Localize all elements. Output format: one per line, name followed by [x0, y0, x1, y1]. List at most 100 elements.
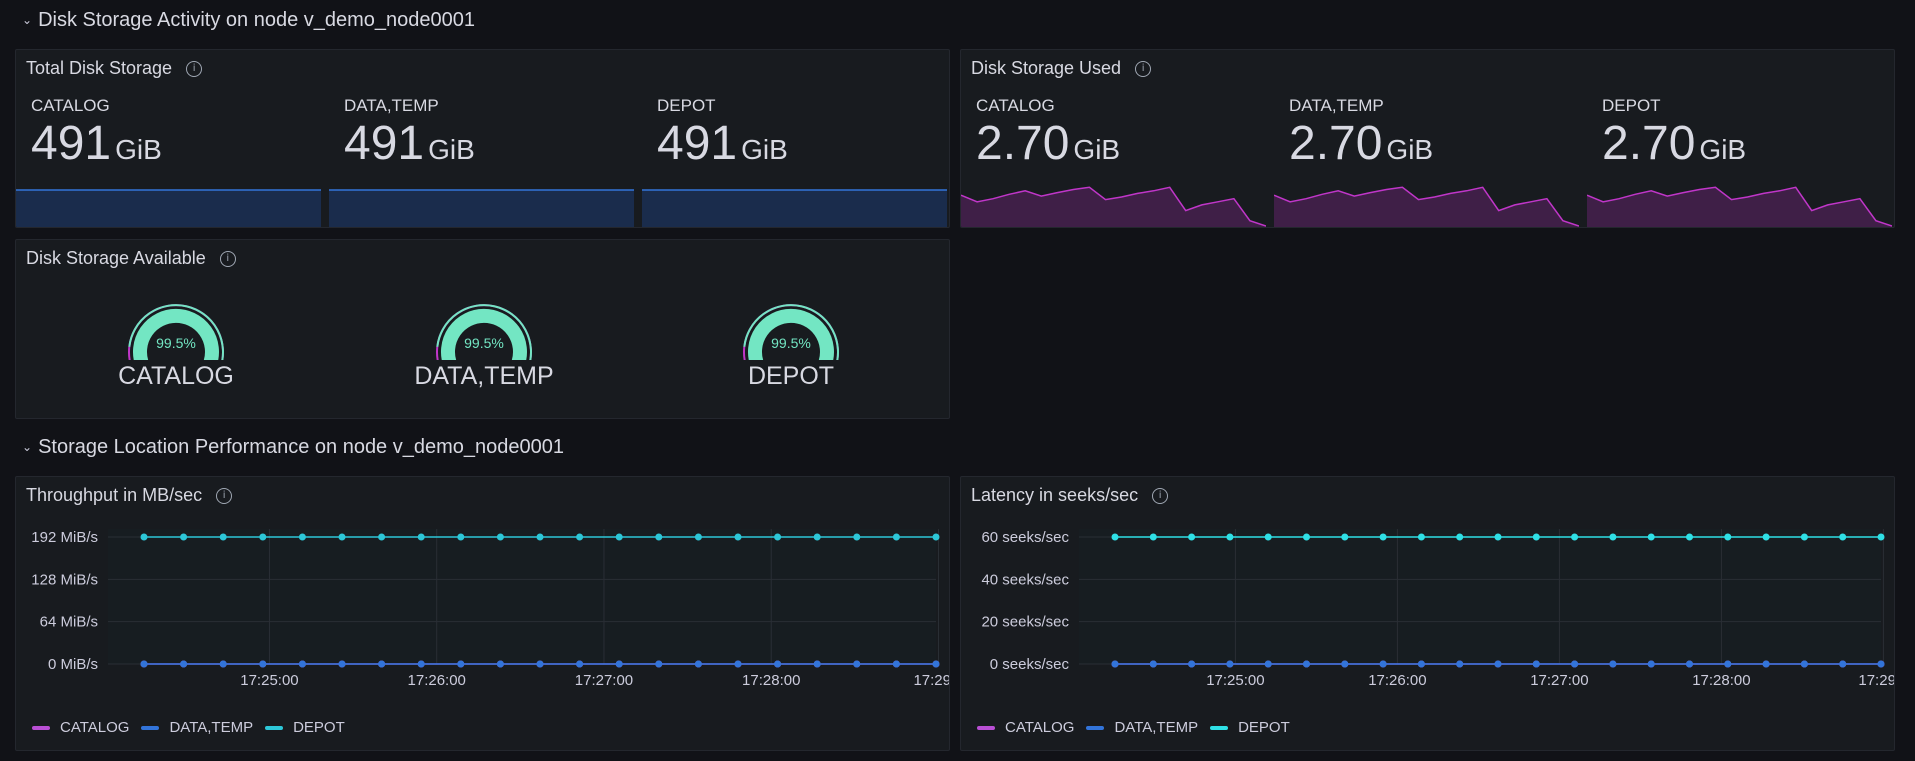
data-point[interactable] — [1111, 533, 1119, 541]
data-point[interactable] — [1264, 533, 1272, 541]
data-point[interactable] — [1494, 533, 1502, 541]
data-point[interactable] — [1686, 660, 1693, 668]
data-point[interactable] — [1226, 660, 1234, 668]
data-point[interactable] — [140, 533, 148, 541]
info-icon[interactable]: i — [216, 487, 233, 504]
data-point[interactable] — [1264, 660, 1272, 668]
throughput-chart[interactable]: 192 MiB/s 128 MiB/s 64 MiB/s 0 MiB/s 17:25:0… — [16, 517, 949, 742]
data-point[interactable] — [813, 533, 821, 541]
data-point[interactable] — [180, 533, 188, 541]
data-point[interactable] — [694, 660, 702, 668]
data-point[interactable] — [655, 533, 663, 541]
data-point[interactable] — [496, 660, 504, 668]
data-point[interactable] — [1686, 533, 1693, 541]
data-point[interactable] — [1226, 533, 1234, 541]
data-point[interactable] — [1877, 533, 1885, 541]
data-point[interactable] — [219, 533, 227, 541]
row-header-disk-storage[interactable]: ⌄ Disk Storage Activity on node v_demo_n… — [22, 5, 475, 35]
data-point[interactable] — [1532, 533, 1540, 541]
data-point[interactable] — [1379, 533, 1387, 541]
legend-item-catalog[interactable]: CATALOG — [977, 719, 1074, 736]
data-point[interactable] — [1532, 660, 1540, 668]
data-point[interactable] — [338, 533, 346, 541]
data-point[interactable] — [536, 660, 544, 668]
info-icon[interactable]: i — [186, 60, 203, 77]
data-point[interactable] — [1188, 533, 1196, 541]
legend-item-data-temp[interactable]: DATA,TEMP — [1086, 719, 1198, 736]
data-point[interactable] — [576, 533, 584, 541]
data-point[interactable] — [734, 660, 742, 668]
data-point[interactable] — [1647, 533, 1655, 541]
data-point[interactable] — [1379, 660, 1387, 668]
data-point[interactable] — [853, 533, 861, 541]
data-point[interactable] — [1647, 660, 1655, 668]
data-point[interactable] — [892, 660, 900, 668]
data-point[interactable] — [853, 660, 861, 668]
data-point[interactable] — [813, 660, 821, 668]
data-point[interactable] — [378, 533, 386, 541]
data-point[interactable] — [1571, 660, 1579, 668]
data-point[interactable] — [417, 533, 425, 541]
data-point[interactable] — [1188, 660, 1196, 668]
data-point[interactable] — [932, 533, 940, 541]
legend-item-catalog[interactable]: CATALOG — [32, 719, 129, 736]
data-point[interactable] — [774, 660, 782, 668]
data-point[interactable] — [298, 533, 306, 541]
data-point[interactable] — [1494, 660, 1502, 668]
data-point[interactable] — [1149, 533, 1157, 541]
data-point[interactable] — [259, 533, 267, 541]
data-point[interactable] — [338, 660, 346, 668]
info-icon[interactable]: i — [1135, 60, 1152, 77]
data-point[interactable] — [615, 660, 623, 668]
data-point[interactable] — [1877, 660, 1885, 668]
data-point[interactable] — [1417, 533, 1425, 541]
data-point[interactable] — [1839, 533, 1847, 541]
data-point[interactable] — [576, 660, 584, 668]
data-point[interactable] — [1800, 660, 1808, 668]
data-point[interactable] — [180, 660, 188, 668]
data-point[interactable] — [892, 533, 900, 541]
data-point[interactable] — [298, 660, 306, 668]
data-point[interactable] — [536, 533, 544, 541]
data-point[interactable] — [1724, 660, 1732, 668]
data-point[interactable] — [417, 660, 425, 668]
data-point[interactable] — [457, 533, 465, 541]
data-point[interactable] — [259, 660, 267, 668]
legend-item-data-temp[interactable]: DATA,TEMP — [141, 719, 253, 736]
legend-item-depot[interactable]: DEPOT — [265, 719, 345, 736]
data-point[interactable] — [1724, 533, 1732, 541]
data-point[interactable] — [1571, 533, 1579, 541]
data-point[interactable] — [734, 533, 742, 541]
data-point[interactable] — [1111, 660, 1119, 668]
data-point[interactable] — [1303, 533, 1310, 541]
data-point[interactable] — [1417, 660, 1425, 668]
data-point[interactable] — [140, 660, 148, 668]
data-point[interactable] — [1341, 660, 1349, 668]
data-point[interactable] — [1303, 660, 1310, 668]
data-point[interactable] — [1762, 533, 1770, 541]
row-header-storage-performance[interactable]: ⌄ Storage Location Performance on node v… — [22, 432, 564, 462]
gauge-threshold-ok — [128, 304, 224, 360]
data-point[interactable] — [1456, 660, 1464, 668]
data-point[interactable] — [1609, 660, 1617, 668]
data-point[interactable] — [1149, 660, 1157, 668]
latency-chart[interactable]: 60 seeks/sec 40 seeks/sec 20 seeks/sec 0 se… — [961, 517, 1894, 742]
data-point[interactable] — [655, 660, 663, 668]
data-point[interactable] — [1341, 533, 1349, 541]
data-point[interactable] — [1762, 660, 1770, 668]
data-point[interactable] — [457, 660, 465, 668]
info-icon[interactable]: i — [1152, 487, 1169, 504]
data-point[interactable] — [615, 533, 623, 541]
legend-item-depot[interactable]: DEPOT — [1210, 719, 1290, 736]
data-point[interactable] — [694, 533, 702, 541]
data-point[interactable] — [496, 533, 504, 541]
data-point[interactable] — [774, 533, 782, 541]
data-point[interactable] — [1456, 533, 1464, 541]
data-point[interactable] — [932, 660, 940, 668]
data-point[interactable] — [1800, 533, 1808, 541]
data-point[interactable] — [378, 660, 386, 668]
info-icon[interactable]: i — [219, 250, 236, 267]
data-point[interactable] — [1839, 660, 1847, 668]
data-point[interactable] — [219, 660, 227, 668]
data-point[interactable] — [1609, 533, 1617, 541]
